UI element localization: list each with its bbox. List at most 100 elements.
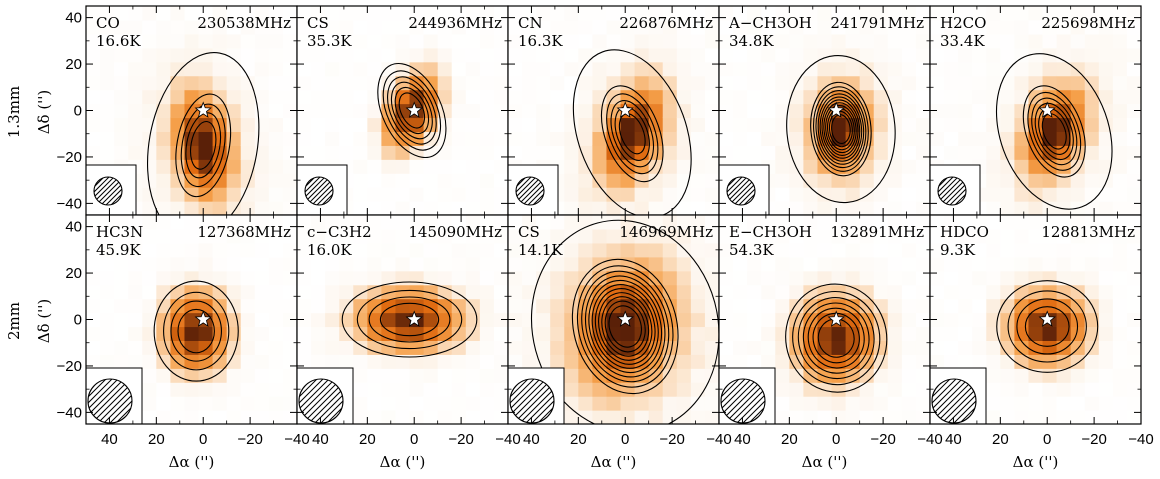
map-pixel [142, 201, 157, 215]
map-pixel [747, 298, 762, 314]
map-pixel [845, 61, 861, 77]
map-pixel [662, 396, 678, 411]
map-pixel [156, 75, 171, 91]
contour-line [180, 103, 226, 188]
map-pixel [282, 410, 297, 424]
map-pixel [761, 326, 776, 341]
map-pixel [479, 242, 495, 258]
beam-ellipse [720, 378, 766, 424]
map-pixel [564, 19, 579, 35]
map-pixel [156, 270, 171, 286]
map-pixel [479, 19, 495, 35]
map-pixel [662, 103, 678, 119]
map-pixel [704, 6, 719, 21]
map-pixel [170, 19, 186, 35]
map-pixel [915, 145, 930, 160]
map-pixel [367, 326, 382, 341]
map-pixel [1042, 382, 1058, 397]
map-pixel [536, 33, 551, 49]
map-pixel [156, 6, 171, 21]
map-pixel [297, 312, 312, 328]
map-pixel [339, 103, 354, 119]
map-pixel [268, 396, 284, 411]
map-pixel [747, 284, 762, 300]
map-pixel [803, 354, 819, 369]
map-pixel [170, 187, 186, 202]
map-pixel [1028, 312, 1044, 328]
y-tick-label: 40 [65, 219, 82, 236]
map-pixel [564, 61, 579, 77]
map-pixel [493, 396, 508, 411]
map-pixel [747, 131, 762, 146]
map-pixel [1098, 47, 1114, 63]
map-pixel [381, 215, 397, 230]
map-pixel [493, 298, 508, 314]
map-pixel [128, 298, 143, 314]
map-pixel [845, 215, 861, 230]
map-pixel [451, 396, 467, 411]
map-pixel [606, 396, 622, 411]
map-pixel [901, 284, 917, 300]
map-pixel [395, 228, 411, 244]
map-pixel [100, 89, 115, 105]
map-pixel [761, 6, 776, 21]
map-pixel [100, 47, 115, 63]
map-pixel [648, 242, 664, 258]
map-pixel [437, 298, 453, 314]
map-pixel [620, 75, 636, 91]
contour-line [163, 291, 230, 371]
map-pixel [704, 298, 719, 314]
map-pixel [972, 284, 987, 300]
map-pixel [704, 326, 719, 341]
map-pixel [662, 326, 678, 341]
map-pixel [423, 187, 439, 202]
map-pixel [1042, 201, 1058, 215]
map-pixel [564, 6, 579, 21]
map-pixel [634, 284, 650, 300]
map-pixel [817, 187, 833, 202]
map-pixel [297, 298, 312, 314]
map-pixel [479, 201, 495, 215]
map-pixel [240, 159, 256, 174]
map-pixel [887, 75, 903, 91]
map-pixel [578, 173, 593, 188]
map-pixel [958, 103, 973, 119]
map-pixel [1126, 242, 1141, 258]
map-pixel [634, 410, 650, 424]
y-tick-label: −40 [57, 195, 82, 212]
map-pixel [479, 61, 495, 77]
map-pixel [1000, 410, 1015, 424]
map-pixel [592, 173, 608, 188]
map-pixel [240, 201, 256, 215]
map-pixel [873, 242, 889, 258]
map-pixel [212, 396, 228, 411]
map-pixel [142, 396, 157, 411]
map-pixel [114, 312, 129, 328]
map-pixel [887, 89, 903, 105]
map-pixel [465, 270, 481, 286]
map-pixel [817, 270, 833, 286]
map-pixel [282, 326, 297, 341]
map-pixel [733, 340, 748, 355]
map-pixel [564, 340, 579, 355]
map-pixel [128, 61, 143, 77]
map-pixel [86, 103, 101, 119]
contour-line [610, 100, 655, 168]
beam-ellipse [304, 176, 334, 206]
map-pixel [690, 47, 706, 63]
map-pixel [733, 256, 748, 272]
map-pixel [972, 270, 987, 286]
map-pixel [114, 145, 129, 160]
map-pixel [353, 131, 368, 146]
map-pixel [733, 270, 748, 286]
source-star-icon [1038, 101, 1056, 118]
map-pixel [282, 117, 297, 132]
map-pixel [451, 215, 467, 230]
map-pixel [437, 103, 453, 119]
map-pixel [451, 187, 467, 202]
map-pixel [958, 312, 973, 328]
map-pixel [620, 173, 636, 188]
map-pixel [831, 19, 847, 35]
map-pixel [508, 242, 523, 258]
map-pixel [958, 61, 973, 77]
